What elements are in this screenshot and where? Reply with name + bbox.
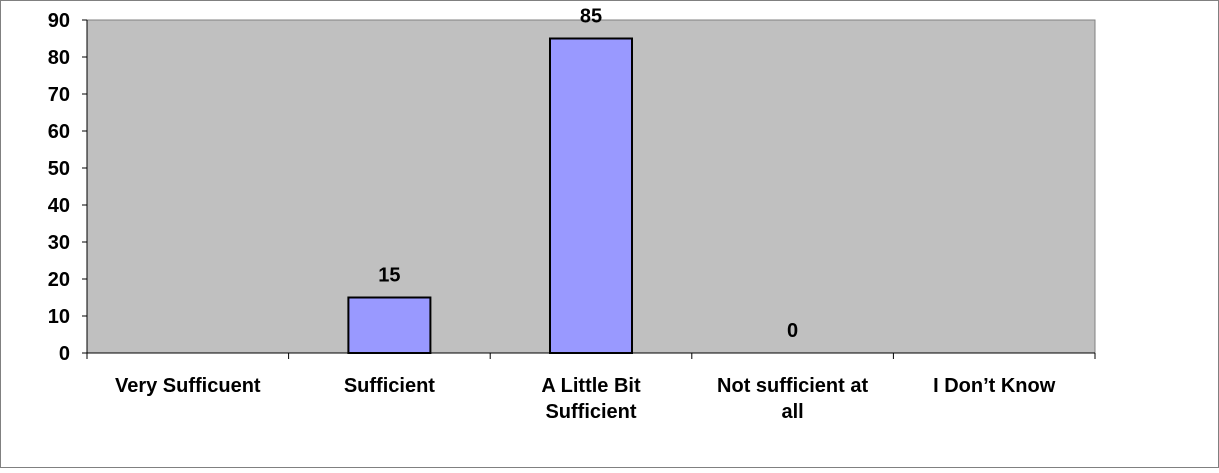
y-tick-label: 90 [48, 10, 70, 32]
bar-3 [549, 37, 633, 354]
x-tick-label: Sufficient [545, 401, 636, 423]
bars-layer [347, 37, 633, 354]
y-tick-label: 80 [48, 47, 70, 69]
y-tick-label: 0 [59, 343, 70, 365]
y-tick-label: 70 [48, 84, 70, 106]
axes-layer [82, 19, 1096, 359]
x-tick-label: A Little Bit [541, 375, 641, 397]
x-tick-label: Not sufficient at [717, 375, 868, 397]
y-tick-label: 40 [48, 195, 70, 217]
y-tick-label: 10 [48, 306, 70, 328]
x-tick-label: I Don’t Know [933, 375, 1056, 397]
labels-layer: 0 10 20 30 40 50 60 70 80 90 Very Sufficuent Suffic… [48, 6, 1056, 424]
data-label: 0 [787, 320, 798, 342]
bar-2 [347, 296, 432, 354]
y-tick-label: 60 [48, 121, 70, 143]
data-label: 15 [378, 265, 400, 287]
x-tick-label: Very Sufficuent [115, 375, 261, 397]
y-tick-label: 30 [48, 232, 70, 254]
x-tick-label: Sufficient [344, 375, 435, 397]
y-tick-label: 50 [48, 158, 70, 180]
y-tick-label: 20 [48, 269, 70, 291]
data-label: 85 [580, 6, 602, 28]
x-tick-label: all [781, 401, 803, 423]
